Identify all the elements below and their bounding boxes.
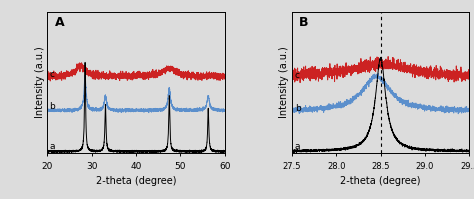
Text: B: B [299, 16, 309, 29]
Text: c: c [295, 71, 300, 80]
Text: b: b [295, 104, 301, 113]
Text: a: a [49, 142, 55, 151]
Text: b: b [49, 102, 55, 111]
Text: c: c [49, 70, 54, 79]
Text: A: A [55, 16, 64, 29]
X-axis label: 2-theta (degree): 2-theta (degree) [340, 176, 421, 186]
Y-axis label: Intensity (a.u.): Intensity (a.u.) [35, 47, 45, 118]
Y-axis label: Intensity (a.u.): Intensity (a.u.) [279, 47, 289, 118]
X-axis label: 2-theta (degree): 2-theta (degree) [96, 176, 176, 186]
Text: a: a [295, 142, 300, 151]
